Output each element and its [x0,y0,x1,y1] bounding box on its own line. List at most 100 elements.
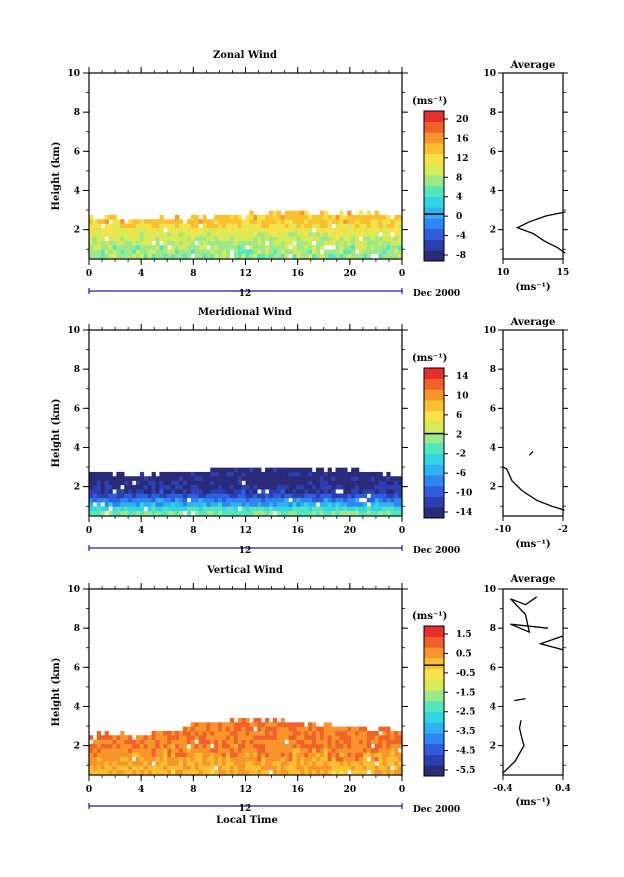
heat-cell [92,219,98,224]
heat-cell [366,253,371,259]
heat-cell [253,480,258,486]
meridional-avg-title: Average [510,317,556,328]
heat-cell [210,735,215,740]
heat-cell [272,210,278,216]
heat-cell [120,245,125,250]
heat-cell [120,219,125,224]
heat-cell [245,502,250,507]
heat-cell [167,471,172,477]
heat-cell [355,739,360,745]
heat-cell [272,493,278,499]
heat-cell [241,236,246,242]
heat-cell [288,756,293,762]
heat-cell [390,227,395,233]
heat-cell [355,223,360,229]
heat-cell [265,236,270,242]
heat-cell [386,214,391,220]
heat-cell [241,253,246,259]
heat-cell [323,748,328,753]
heat-cell [382,761,387,766]
heat-cell [378,489,383,494]
heat-cell [96,730,102,736]
heat-cell [288,743,293,749]
y-tick-label: 10 [67,69,80,79]
heat-cell [362,236,368,242]
heat-cell [355,476,360,481]
heat-cell [331,769,336,775]
heat-cell [186,240,192,246]
heat-cell [237,718,242,723]
avg-x-tick-label: -0.4 [493,784,512,794]
heat-cell [214,726,219,732]
heat-cell [300,240,305,246]
heat-cell [335,735,340,740]
heat-cell [343,502,348,507]
heat-cell [394,245,399,250]
heat-cell [339,497,344,503]
heat-cell [175,769,180,775]
heat-cell [280,769,285,775]
heat-cell [300,245,305,250]
heat-cell [155,489,160,494]
heat-cell [202,769,207,775]
heat-cell [268,489,274,494]
heat-cell [276,506,282,512]
heat-cell [358,245,364,250]
heat-cell [96,245,102,250]
heat-cell [362,219,368,224]
heat-cell [300,761,305,766]
heat-cell [241,718,246,723]
heat-cell [159,502,164,507]
heat-cell [308,769,313,775]
heat-cell [358,756,364,762]
heat-cell [308,726,313,732]
heat-cell [257,506,262,512]
heat-cell [253,761,258,766]
heat-cell [171,240,176,246]
heat-cell [147,489,152,494]
heat-cell [253,722,258,727]
heat-cell [159,765,164,771]
heat-cell [343,739,348,745]
heat-cell [210,227,215,233]
heat-cell [218,743,223,749]
heat-cell [331,497,336,503]
heat-cell [167,489,172,494]
heat-cell [249,236,254,242]
heat-cell [151,752,156,758]
heat-cell [202,240,207,246]
heat-cell [182,752,188,758]
heat-cell [241,493,246,499]
heat-cell [120,227,125,233]
colorbar-swatch [424,647,444,659]
heat-cell [143,232,148,237]
heat-cell [96,761,102,766]
heat-cell [378,236,383,242]
heat-cell [265,735,270,740]
heat-cell [276,493,282,499]
heat-cell [284,232,289,237]
avg-profile-line [502,466,565,511]
heat-cell [378,471,383,477]
heat-cell [139,480,145,486]
heat-cell [296,236,301,242]
heat-cell [308,249,313,255]
colorbar-swatch [424,121,444,133]
heat-cell [268,227,274,233]
heat-cell [308,748,313,753]
heat-cell [151,510,156,516]
heat-cell [218,476,223,481]
heat-cell [225,726,231,732]
heat-cell [308,493,313,499]
zonal-noon-label: 12 [239,289,252,299]
heat-cell [175,735,180,740]
heat-cell [206,765,211,771]
heat-cell [167,765,172,771]
heat-cell [112,769,117,775]
heat-cell [308,467,313,473]
heat-cell [355,510,360,516]
heat-cell [147,510,152,516]
heat-cell [308,253,313,259]
heat-cell [190,506,195,512]
heat-cell [225,769,231,775]
